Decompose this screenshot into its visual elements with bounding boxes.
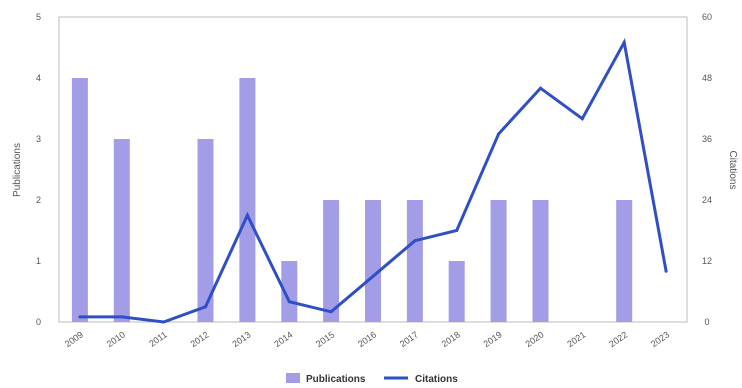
x-tick-label: 2014 [272, 329, 294, 349]
y-tick-label: 0 [36, 317, 41, 327]
citations-point-2019 [497, 132, 501, 136]
bar-2012 [197, 139, 214, 322]
bar-2010 [113, 139, 130, 322]
bar-2022 [616, 200, 633, 322]
bar-2016 [365, 200, 381, 322]
x-tick-label: 2009 [63, 329, 85, 349]
x-tick-label: 2012 [189, 329, 211, 349]
citations-point-2013 [245, 213, 249, 217]
x-tick-label: 2020 [524, 329, 546, 349]
y-tick-label: 1 [36, 256, 41, 266]
x-tick-label: 2011 [147, 329, 169, 348]
x-tick-label: 2010 [105, 329, 127, 349]
citations-line-layer [78, 37, 668, 324]
bar-2013 [239, 78, 256, 322]
legend: Publications Citations [286, 373, 458, 385]
y2-tick-label: 0 [704, 317, 709, 327]
citations-point-2016 [371, 274, 375, 278]
x-axis-ticks: 2009 2010 2011 2012 2013 2014 2015 2016 2017 2018… [63, 329, 671, 349]
citations-point-2020 [539, 86, 542, 90]
x-tick-label: 2017 [398, 329, 420, 349]
citations-point-2017 [413, 239, 417, 243]
x-tick-label: 2023 [649, 329, 671, 349]
citations-point-2009 [78, 315, 82, 319]
bar-2018 [448, 261, 465, 322]
x-tick-label: 2015 [314, 329, 336, 349]
citations-point-2023 [664, 269, 668, 273]
citations-point-2010 [120, 315, 124, 319]
y2-tick-label: 24 [702, 195, 712, 205]
legend-publications-swatch [286, 373, 300, 383]
bar-2009 [71, 78, 88, 322]
bar-2017 [406, 200, 423, 322]
y2-tick-label: 12 [702, 256, 712, 266]
right-axis-ticks: 0 12 24 36 48 60 [702, 12, 712, 327]
bar-2014 [281, 261, 298, 322]
y-tick-label: 5 [36, 12, 41, 22]
citations-point-2014 [287, 300, 291, 304]
x-tick-label: 2022 [607, 329, 629, 349]
bar-2015 [323, 200, 340, 322]
y-tick-label: 3 [36, 134, 41, 144]
x-tick-label: 2018 [440, 329, 462, 349]
y2-tick-label: 60 [702, 12, 712, 22]
citations-point-2022 [622, 40, 626, 44]
y-tick-label: 4 [36, 73, 41, 83]
citations-point-2012 [204, 305, 207, 309]
x-tick-label: 2016 [356, 329, 378, 349]
x-tick-label: 2013 [230, 329, 252, 349]
left-axis-ticks: 0 1 2 3 4 5 [36, 12, 41, 327]
y2-tick-label: 48 [702, 73, 712, 83]
citations-point-2011 [162, 320, 166, 324]
bars-layer [71, 78, 633, 322]
citations-point-2021 [580, 117, 584, 121]
citations-point-2015 [329, 310, 333, 314]
bar-2019 [490, 200, 507, 322]
legend-citations-label: Citations [415, 374, 458, 385]
legend-publications-label: Publications [306, 374, 366, 385]
y-axis-title: Publications [12, 143, 23, 197]
y-tick-label: 2 [36, 195, 41, 205]
x-tick-label: 2019 [482, 329, 504, 349]
citations-point-2018 [455, 229, 459, 232]
y2-axis-title: Citations [727, 151, 738, 190]
y2-tick-label: 36 [702, 134, 712, 144]
x-tick-label: 2021 [565, 329, 587, 349]
bar-2020 [532, 200, 549, 322]
